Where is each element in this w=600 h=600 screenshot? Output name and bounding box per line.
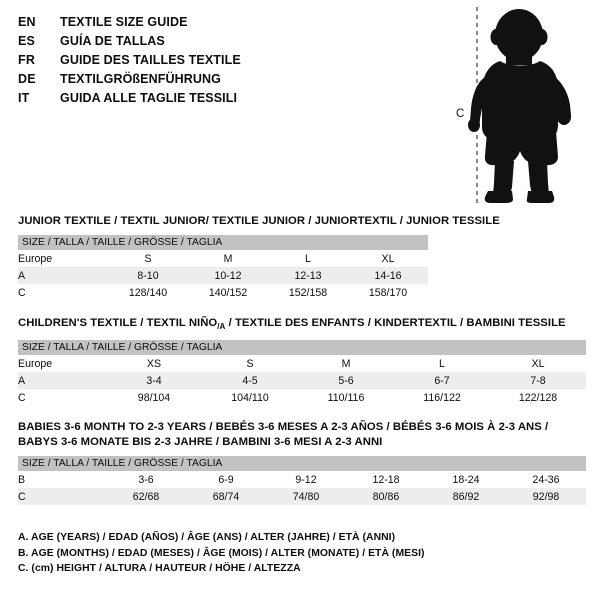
table-cell: XS (106, 355, 202, 372)
table-cell: 98/104 (106, 389, 202, 406)
language-title: TEXTILE SIZE GUIDE (60, 15, 188, 29)
table-cell: 140/152 (188, 284, 268, 301)
section-title-children-sub: /A (217, 322, 226, 331)
table-band-row: SIZE / TALLA / TAILLE / GRÖSSE / TAGLIA (18, 456, 587, 471)
table-band-label: SIZE / TALLA / TAILLE / GRÖSSE / TAGLIA (18, 235, 428, 250)
legend-item-b: B. AGE (MONTHS) / EDAD (MESES) / ÂGE (MO… (18, 547, 425, 559)
language-code: FR (18, 53, 36, 67)
language-title: GUIDE DES TAILLES TEXTILE (60, 53, 241, 67)
junior-size-table: SIZE / TALLA / TAILLE / GRÖSSE / TAGLIA … (18, 235, 428, 301)
table-row: A 8-10 10-12 12-13 14-16 (18, 267, 428, 284)
table-cell: 3-6 (106, 471, 186, 488)
measurement-legend: A. AGE (YEARS) / EDAD (AÑOS) / ÂGE (ANS)… (18, 530, 425, 577)
legend-item-a: A. AGE (YEARS) / EDAD (AÑOS) / ÂGE (ANS)… (18, 532, 396, 543)
table-cell: 5-6 (298, 372, 394, 389)
children-size-table: SIZE / TALLA / TAILLE / GRÖSSE / TAGLIA … (18, 340, 587, 406)
table-row: Europe S M L XL (18, 250, 428, 267)
table-cell: 14-16 (348, 267, 428, 284)
table-row: A 3-4 4-5 5-6 6-7 7-8 (18, 372, 587, 389)
table-band-label: SIZE / TALLA / TAILLE / GRÖSSE / TAGLIA (18, 340, 587, 355)
language-code: IT (18, 91, 30, 105)
table-cell: L (268, 250, 348, 267)
table-cell: 104/110 (202, 389, 298, 406)
section-title-babies-line2: BABYS 3-6 MONATE BIS 2-3 JAHRE / BAMBINI… (18, 436, 383, 448)
row-label: C (18, 389, 106, 406)
table-cell: L (394, 355, 490, 372)
table-cell: 3-4 (106, 372, 202, 389)
section-title-children-post: / TEXTILE DES ENFANTS / KINDERTEXTIL / B… (225, 317, 566, 329)
table-cell: 6-7 (394, 372, 490, 389)
section-title-junior: JUNIOR TEXTILE / TEXTIL JUNIOR/ TEXTILE … (18, 215, 500, 227)
table-cell: 7-8 (490, 372, 587, 389)
language-title: GUIDA ALLE TAGLIE TESSILI (60, 91, 238, 105)
table-cell: 12-13 (268, 267, 348, 284)
language-row-it: IT GUIDA ALLE TAGLIE TESSILI (18, 89, 438, 108)
section-junior-textile: JUNIOR TEXTILE / TEXTIL JUNIOR/ TEXTILE … (18, 214, 500, 301)
table-band-row: SIZE / TALLA / TAILLE / GRÖSSE / TAGLIA (18, 340, 587, 355)
row-label: B (18, 471, 106, 488)
language-code: DE (18, 72, 36, 86)
height-measure-label: C (456, 108, 465, 120)
table-cell: XL (348, 250, 428, 267)
language-row-de: DE TEXTILGRÖßENFÜHRUNG (18, 70, 438, 89)
table-cell: 9-12 (266, 471, 346, 488)
table-cell: 80/86 (346, 488, 426, 505)
table-cell: M (298, 355, 394, 372)
row-label: A (18, 267, 108, 284)
row-label: Europe (18, 250, 108, 267)
table-cell: 116/122 (394, 389, 490, 406)
language-row-fr: FR GUIDE DES TAILLES TEXTILE (18, 51, 438, 70)
section-title-children: CHILDREN'S TEXTILE / TEXTIL NIÑO/A / TEX… (18, 316, 588, 334)
table-cell: 4-5 (202, 372, 298, 389)
language-row-es: ES GUÍA DE TALLAS (18, 32, 438, 51)
language-title: TEXTILGRÖßENFÜHRUNG (60, 72, 221, 86)
row-label: A (18, 372, 106, 389)
table-cell: 122/128 (490, 389, 587, 406)
table-cell: 128/140 (108, 284, 188, 301)
section-title-children-pre: CHILDREN'S TEXTILE / TEXTIL NIÑO (18, 317, 218, 329)
table-cell: S (202, 355, 298, 372)
measurement-figure: C (440, 5, 595, 205)
table-row: C 128/140 140/152 152/158 158/170 (18, 284, 428, 301)
table-cell: 12-18 (346, 471, 426, 488)
table-cell: 86/92 (426, 488, 506, 505)
legend-item-c: C. (cm) HEIGHT / ALTURA / HAUTEUR / HÖHE… (18, 563, 301, 574)
table-row: Europe XS S M L XL (18, 355, 587, 372)
row-label: C (18, 284, 108, 301)
section-childrens-textile: CHILDREN'S TEXTILE / TEXTIL NIÑO/A / TEX… (18, 316, 588, 406)
table-cell: XL (490, 355, 587, 372)
table-cell: 68/74 (186, 488, 266, 505)
table-cell: 62/68 (106, 488, 186, 505)
section-babies-textile: BABIES 3-6 MONTH TO 2-3 YEARS / BEBÉS 3-… (18, 420, 588, 505)
table-cell: 110/116 (298, 389, 394, 406)
table-cell: 10-12 (188, 267, 268, 284)
table-cell: S (108, 250, 188, 267)
table-cell: 92/98 (506, 488, 587, 505)
row-label: Europe (18, 355, 106, 372)
table-band-row: SIZE / TALLA / TAILLE / GRÖSSE / TAGLIA (18, 235, 428, 250)
table-cell: 24-36 (506, 471, 587, 488)
table-band-label: SIZE / TALLA / TAILLE / GRÖSSE / TAGLIA (18, 456, 587, 471)
section-title-babies-line1: BABIES 3-6 MONTH TO 2-3 YEARS / BEBÉS 3-… (18, 421, 549, 433)
table-row: C 98/104 104/110 110/116 116/122 122/128 (18, 389, 587, 406)
table-cell: 18-24 (426, 471, 506, 488)
language-row-en: EN TEXTILE SIZE GUIDE (18, 13, 438, 32)
table-cell: 152/158 (268, 284, 348, 301)
table-row: B 3-6 6-9 9-12 12-18 18-24 24-36 (18, 471, 587, 488)
table-cell: 74/80 (266, 488, 346, 505)
language-title: GUÍA DE TALLAS (60, 34, 165, 48)
table-cell: M (188, 250, 268, 267)
table-cell: 8-10 (108, 267, 188, 284)
table-cell: 158/170 (348, 284, 428, 301)
language-title-list: EN TEXTILE SIZE GUIDE ES GUÍA DE TALLAS … (18, 13, 438, 108)
toddler-body (468, 9, 571, 203)
table-row: C 62/68 68/74 74/80 80/86 86/92 92/98 (18, 488, 587, 505)
table-cell: 6-9 (186, 471, 266, 488)
language-code: ES (18, 34, 36, 48)
language-code: EN (18, 15, 36, 29)
babies-size-table: SIZE / TALLA / TAILLE / GRÖSSE / TAGLIA … (18, 456, 587, 505)
toddler-silhouette-icon (468, 7, 571, 203)
row-label: C (18, 488, 106, 505)
